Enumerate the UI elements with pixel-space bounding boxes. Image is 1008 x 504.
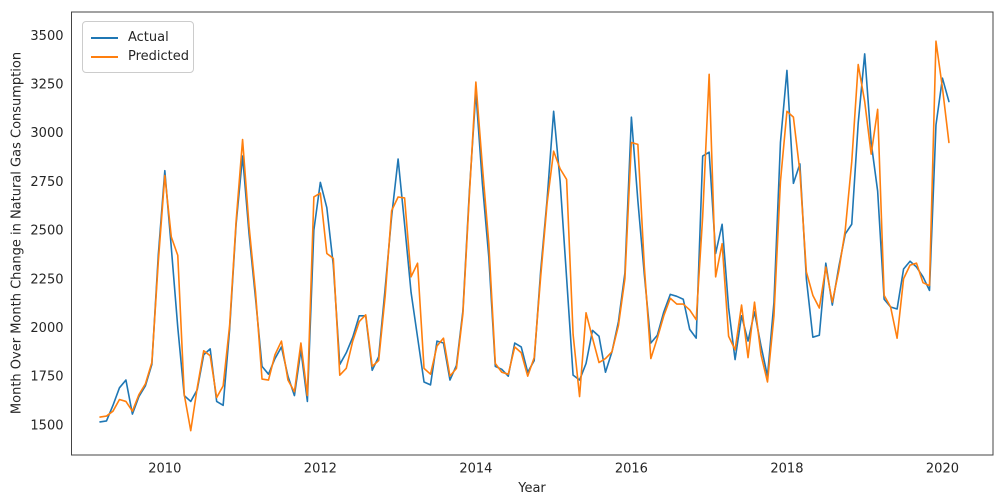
legend-label-actual: Actual [128, 30, 169, 45]
actual-line [99, 53, 950, 423]
legend-entry-predicted: Predicted [91, 47, 189, 66]
y-tick-label: 2250 [30, 272, 63, 287]
y-tick-label: 3500 [30, 29, 63, 44]
y-tick-label: 3000 [30, 126, 63, 141]
x-tick-label: 2018 [770, 462, 803, 477]
y-tick-label: 2500 [30, 224, 63, 239]
predicted-line-swatch [91, 55, 118, 58]
y-tick-label: 1750 [30, 370, 63, 385]
legend: Actual Predicted [82, 21, 194, 73]
y-tick-label: 3250 [30, 78, 63, 93]
legend-entry-actual: Actual [91, 28, 185, 47]
x-tick-label: 2014 [459, 462, 492, 477]
x-tick-label: 2020 [926, 462, 959, 477]
y-tick-label: 1500 [30, 418, 63, 433]
y-axis-label: Month Over Month Change in Natural Gas C… [9, 51, 25, 415]
actual-line-swatch [91, 36, 118, 39]
y-tick-label: 2000 [30, 321, 63, 336]
legend-label-predicted: Predicted [128, 49, 190, 64]
x-tick-label: 2012 [304, 462, 337, 477]
x-axis-label: Year [518, 481, 546, 496]
axes-frame [71, 11, 994, 456]
y-tick-label: 2750 [30, 175, 63, 190]
x-tick-label: 2010 [148, 462, 181, 477]
x-tick-label: 2016 [615, 462, 648, 477]
predicted-line [99, 40, 950, 432]
